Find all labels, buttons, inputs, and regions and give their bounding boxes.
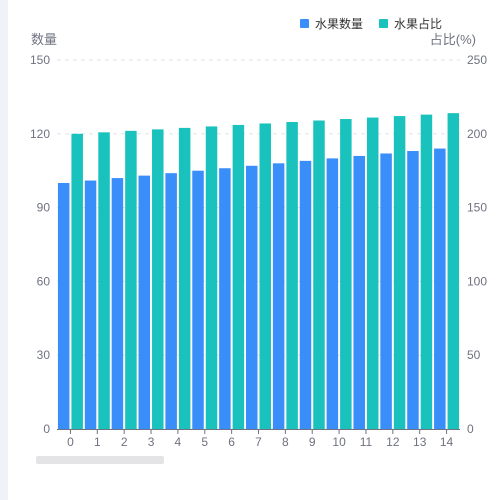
bar-series-2 — [98, 132, 110, 429]
x-axis-tick-label: 3 — [148, 435, 155, 449]
left-panel-edge — [0, 0, 8, 500]
bar-series-2 — [286, 121, 298, 429]
bar-series-2 — [232, 124, 245, 429]
legend: 水果数量 水果占比 — [300, 15, 442, 32]
x-axis-tick-label: 14 — [440, 435, 454, 449]
x-axis-tick-label: 2 — [121, 435, 128, 449]
x-axis-tick-label: 5 — [201, 435, 208, 449]
left-axis-tick-label: 120 — [30, 127, 50, 141]
x-axis-tick-label: 10 — [332, 435, 346, 449]
bar-series-1 — [84, 180, 97, 429]
x-axis-tick-label: 6 — [228, 435, 235, 449]
right-axis-title: 占比(%) — [429, 32, 476, 47]
left-axis-title: 数量 — [31, 32, 58, 47]
bar-series-1 — [272, 163, 285, 429]
right-axis-tick-label: 250 — [467, 53, 487, 67]
bar-series-2 — [420, 114, 433, 429]
left-axis-tick-label: 150 — [30, 53, 50, 67]
x-axis-tick-label: 1 — [94, 435, 101, 449]
x-axis-tick-label: 7 — [255, 435, 262, 449]
x-axis-tick-label: 4 — [175, 435, 182, 449]
bar-series-1 — [380, 153, 392, 430]
x-axis-tick-label: 8 — [282, 435, 289, 449]
left-axis-tick-label: 0 — [43, 422, 50, 436]
bar-series-2 — [125, 130, 137, 429]
right-axis-tick-label: 0 — [467, 422, 474, 436]
right-axis-tick-label: 100 — [467, 274, 487, 288]
x-axis-tick-label: 0 — [67, 435, 74, 449]
bar-series-2 — [447, 113, 460, 430]
right-axis-tick-label: 50 — [467, 348, 481, 362]
bar-series-2 — [71, 133, 83, 430]
horizontal-scrollbar[interactable] — [36, 456, 164, 464]
bar-series-1 — [138, 175, 151, 429]
legend-item-series-2[interactable]: 水果占比 — [379, 15, 442, 32]
bar-series-1 — [246, 165, 258, 429]
legend-label-series-2: 水果占比 — [394, 17, 443, 31]
bar-series-1 — [407, 151, 419, 429]
right-axis-tick-label: 150 — [467, 201, 487, 215]
x-axis-tick-label: 13 — [413, 435, 427, 449]
left-axis-tick-label: 60 — [37, 274, 51, 288]
bar-series-1 — [219, 168, 231, 430]
bar-series-2 — [205, 126, 218, 430]
left-axis-tick-label: 30 — [37, 348, 51, 362]
bar-series-2 — [178, 127, 191, 430]
legend-swatch-series-1 — [300, 19, 309, 28]
bar-series-1 — [353, 155, 365, 429]
bar-series-1 — [111, 178, 124, 429]
bar-series-2 — [152, 129, 164, 429]
legend-item-series-1[interactable]: 水果数量 — [300, 15, 363, 32]
bar-series-1 — [299, 160, 312, 430]
bar-series-2 — [313, 120, 325, 430]
bar-series-1 — [192, 170, 204, 429]
x-axis-tick-label: 9 — [309, 435, 316, 449]
x-axis-tick-label: 12 — [386, 435, 400, 449]
right-axis-tick-label: 200 — [467, 127, 487, 141]
bar-series-2 — [340, 119, 352, 429]
bar-series-1 — [165, 173, 177, 429]
bar-series-1 — [57, 183, 70, 429]
bar-series-1 — [326, 158, 339, 429]
x-axis-tick-label: 11 — [360, 435, 373, 449]
left-axis-tick-label: 90 — [37, 201, 51, 215]
bar-series-2 — [393, 116, 406, 429]
legend-label-series-1: 水果数量 — [315, 17, 364, 31]
bar-series-2 — [259, 123, 271, 429]
bar-series-1 — [434, 148, 446, 429]
legend-swatch-series-2 — [379, 19, 389, 28]
bar-series-2 — [366, 117, 379, 430]
